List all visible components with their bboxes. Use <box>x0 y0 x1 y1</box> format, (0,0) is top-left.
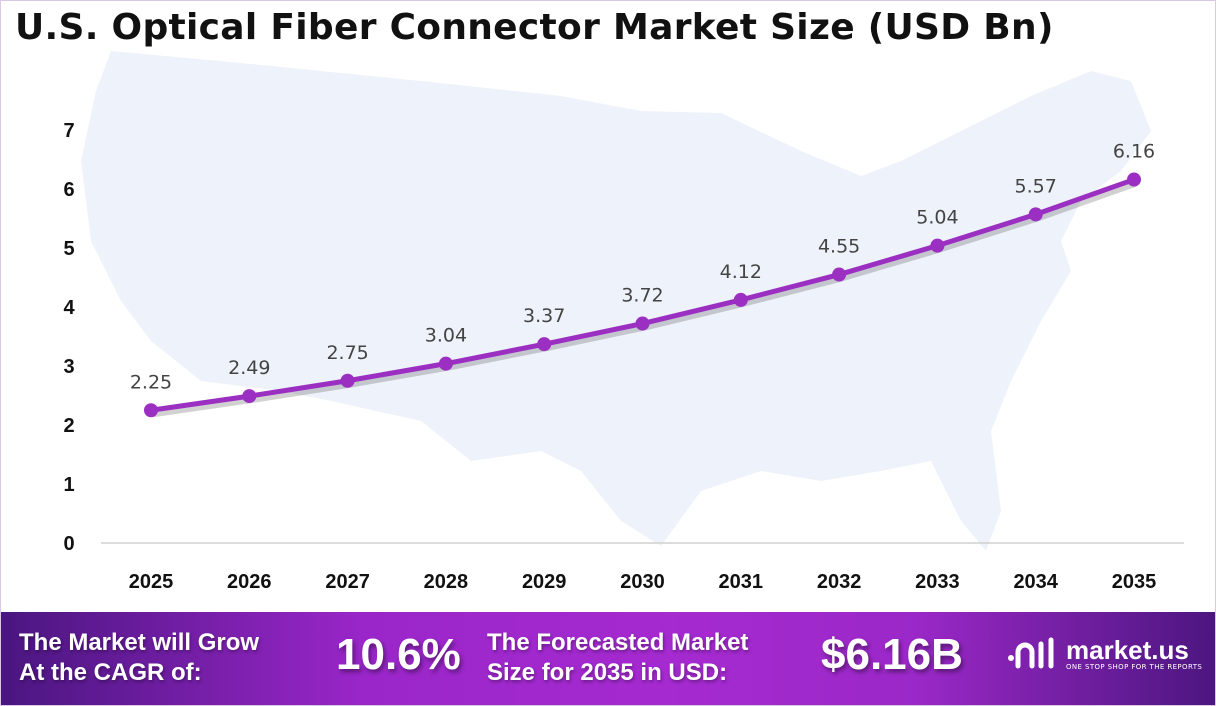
cagr-label: The Market will Grow At the CAGR of: <box>19 628 259 688</box>
data-label: 2.49 <box>228 357 270 379</box>
y-tick-label: 6 <box>63 179 74 201</box>
data-label: 5.57 <box>1015 175 1057 197</box>
y-tick-label: 4 <box>63 297 75 319</box>
data-point <box>144 403 158 418</box>
y-tick-label: 0 <box>63 533 74 555</box>
data-point <box>1028 207 1043 222</box>
data-label: 2.75 <box>326 342 368 364</box>
x-tick-label: 2029 <box>522 571 567 593</box>
x-tick-label: 2028 <box>424 571 469 593</box>
data-label: 3.72 <box>621 285 663 307</box>
data-point <box>340 373 355 388</box>
data-label: 3.04 <box>425 325 467 347</box>
y-tick-label: 5 <box>63 238 74 260</box>
footer-banner: The Market will Grow At the CAGR of: 10.… <box>1 612 1215 705</box>
y-tick-label: 1 <box>63 474 74 496</box>
cagr-label-line1: The Market will Grow <box>19 629 260 656</box>
us-map-background <box>81 51 1151 551</box>
y-tick-label: 7 <box>63 120 74 142</box>
data-label: 2.25 <box>130 371 172 393</box>
data-label: 5.04 <box>916 207 958 229</box>
x-tick-label: 2030 <box>620 571 665 593</box>
data-label: 6.16 <box>1113 141 1155 163</box>
x-tick-label: 2026 <box>227 571 272 593</box>
data-point <box>242 389 257 404</box>
cagr-value: 10.6% <box>336 630 461 679</box>
x-tick-label: 2025 <box>129 571 174 593</box>
data-label: 3.37 <box>523 305 565 327</box>
x-tick-label: 2031 <box>719 571 764 593</box>
logo-tagline: ONE STOP SHOP FOR THE REPORTS <box>1066 663 1203 671</box>
x-tick-label: 2034 <box>1013 571 1058 593</box>
data-point <box>1127 172 1141 187</box>
x-tick-label: 2035 <box>1112 571 1157 593</box>
cagr-label-line2: At the CAGR of: <box>19 659 202 686</box>
x-tick-label: 2027 <box>325 571 370 593</box>
data-point <box>438 356 453 371</box>
market-us-logo: market.us ONE STOP SHOP FOR THE REPORTS <box>1006 634 1202 674</box>
data-point <box>930 238 945 253</box>
line-chart: 0 1 2 3 4 5 6 7 2025 2026 2027 2028 2029 2030 2031 2032… <box>63 51 1184 593</box>
forecast-label: The Forecasted Market Size for 2035 in U… <box>487 628 748 688</box>
data-label: 4.12 <box>720 261 762 283</box>
logo-icon <box>1008 637 1054 669</box>
forecast-value: $6.16B <box>821 630 963 679</box>
x-tick-label: 2032 <box>817 571 862 593</box>
data-point <box>733 292 748 307</box>
forecast-label-line2: Size for 2035 in USD: <box>487 659 728 686</box>
chart-title: U.S. Optical Fiber Connector Market Size… <box>15 7 1054 48</box>
y-tick-label: 2 <box>63 415 74 437</box>
y-tick-label: 3 <box>63 356 74 378</box>
data-point <box>832 267 847 282</box>
logo-name: market.us <box>1066 635 1189 665</box>
x-tick-label: 2033 <box>915 571 960 593</box>
data-label: 4.55 <box>818 236 860 258</box>
data-point <box>537 337 552 352</box>
data-point <box>635 316 650 331</box>
forecast-label-line1: The Forecasted Market <box>487 629 749 656</box>
